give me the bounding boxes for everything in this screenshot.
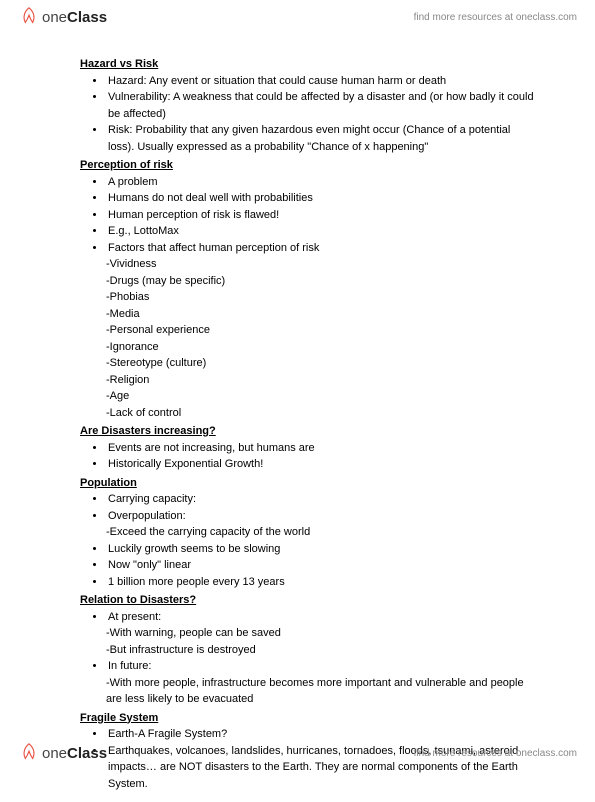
bullet-list: Carrying capacity:Overpopulation: [80,491,535,524]
section-heading: Perception of risk [80,157,535,174]
header-tagline: find more resources at oneclass.com [414,12,577,23]
list-item: Humans do not deal well with probabiliti… [106,190,535,207]
leaf-icon [18,6,40,28]
section-heading: Are Disasters increasing? [80,423,535,440]
dash-item: -Phobias [80,289,535,306]
list-item: In future: [106,658,535,675]
dash-item: -Personal experience [80,322,535,339]
dash-item: -Age [80,388,535,405]
brand-name: oneClass [42,9,107,26]
dash-item: -Vividness [80,256,535,273]
brand-logo: oneClass [18,6,107,28]
brand-name-part1: one [42,9,67,26]
brand-name-part2-footer: Class [67,745,107,762]
list-item: Risk: Probability that any given hazardo… [106,122,535,155]
bullet-list: In future: [80,658,535,675]
dash-item: -With warning, people can be saved [80,625,535,642]
section-heading: Relation to Disasters? [80,592,535,609]
bullet-list: A problemHumans do not deal well with pr… [80,174,535,257]
brand-name-part2: Class [67,9,107,26]
section-heading: Population [80,475,535,492]
bullet-list: Luckily growth seems to be slowingNow "o… [80,541,535,591]
section-heading: Hazard vs Risk [80,56,535,73]
dash-item: -Ignorance [80,339,535,356]
brand-logo-footer: oneClass [18,742,107,764]
list-item: Now "only" linear [106,557,535,574]
list-item: Overpopulation: [106,508,535,525]
bullet-list: At present: [80,609,535,626]
list-item: Hazard: Any event or situation that coul… [106,73,535,90]
list-item: Factors that affect human perception of … [106,240,535,257]
list-item: E.g., LottoMax [106,223,535,240]
bullet-list: Hazard: Any event or situation that coul… [80,73,535,156]
bullet-list: Events are not increasing, but humans ar… [80,440,535,473]
brand-name-footer: oneClass [42,745,107,762]
leaf-icon [18,742,40,764]
dash-item: -Exceed the carrying capacity of the wor… [80,524,535,541]
dash-item: -But infrastructure is destroyed [80,642,535,659]
list-item: Vulnerability: A weakness that could be … [106,89,535,122]
list-item: Historically Exponential Growth! [106,456,535,473]
dash-item: -Religion [80,372,535,389]
document-body: Hazard vs RiskHazard: Any event or situa… [0,34,595,802]
footer-tagline: find more resources at oneclass.com [414,748,577,759]
list-item: Carrying capacity: [106,491,535,508]
dash-item: -Media [80,306,535,323]
list-item: A problem [106,174,535,191]
list-item: Events are not increasing, but humans ar… [106,440,535,457]
dash-item: -With more people, infrastructure become… [80,675,535,708]
page-header: oneClass find more resources at oneclass… [0,0,595,34]
dash-item: -Lack of control [80,405,535,422]
list-item: Human perception of risk is flawed! [106,207,535,224]
list-item: At present: [106,609,535,626]
brand-name-part1-footer: one [42,745,67,762]
dash-item: -Drugs (may be specific) [80,273,535,290]
page-footer: oneClass find more resources at oneclass… [0,736,595,770]
dash-item: -Stereotype (culture) [80,355,535,372]
list-item: 1 billion more people every 13 years [106,574,535,591]
list-item: Luckily growth seems to be slowing [106,541,535,558]
section-heading: Fragile System [80,710,535,727]
